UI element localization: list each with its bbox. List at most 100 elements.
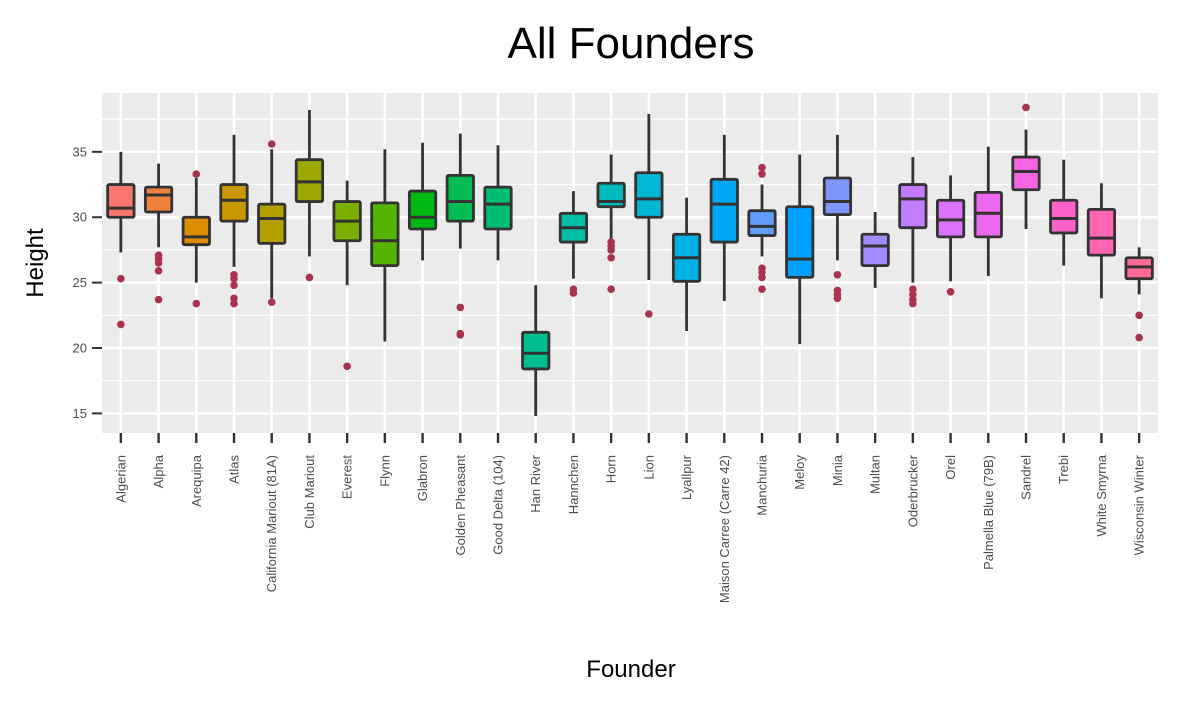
outlier-point — [758, 285, 766, 293]
box-group — [1124, 247, 1154, 342]
x-axis: Algerian Alpha Arequipa Atlas California Mar… — [113, 433, 1147, 603]
box — [747, 209, 777, 237]
box-group — [407, 142, 438, 261]
x-tick-label: Maison Carree (Carre 42) — [717, 455, 732, 603]
x-tick-label: Palmella Blue (79B) — [981, 455, 996, 570]
box — [709, 177, 739, 244]
y-tick-label: 20 — [73, 341, 87, 356]
box-group — [370, 149, 400, 342]
plot-panel — [102, 93, 1158, 433]
outlier-point — [645, 310, 653, 318]
box — [1049, 198, 1079, 235]
outlier-point — [230, 281, 238, 290]
x-tick-label: California Mariout (81A) — [264, 455, 279, 592]
outlier-point — [343, 362, 351, 371]
x-tick-label: Manchuria — [755, 454, 770, 515]
outlier-point — [192, 170, 201, 178]
y-axis-title: Height — [22, 228, 49, 298]
outlier-point — [267, 140, 276, 148]
x-tick-label: Everest — [340, 455, 355, 499]
x-tick-label: Glabron — [415, 455, 430, 501]
box — [483, 185, 513, 231]
outlier-point — [154, 295, 163, 304]
x-tick-label: Flynn — [377, 455, 392, 487]
box-group — [1049, 159, 1079, 266]
outlier-point — [607, 285, 615, 293]
outlier-point — [758, 170, 766, 178]
outlier-point — [909, 285, 917, 293]
box-group — [747, 163, 777, 293]
y-tick-label: 25 — [73, 275, 87, 290]
box-group — [860, 212, 890, 288]
outlier-point — [909, 299, 917, 308]
x-tick-label: White Smyrna — [1094, 454, 1109, 536]
outlier-point — [758, 268, 766, 276]
outlier-point — [1022, 103, 1030, 112]
box — [257, 202, 287, 245]
y-tick-label: 15 — [73, 406, 87, 421]
x-tick-label: Meloy — [792, 455, 807, 490]
outlier-point — [230, 274, 238, 283]
x-tick-label: Club Mariout — [302, 455, 317, 529]
outlier-point — [607, 246, 615, 254]
x-tick-label: Good Delta (104) — [491, 455, 506, 555]
outlier-point — [305, 273, 314, 282]
x-tick-label: Algerian — [113, 455, 128, 503]
box-group — [294, 110, 325, 282]
box-group — [935, 175, 966, 296]
box — [181, 215, 211, 247]
outlier-point — [117, 320, 125, 329]
box-group — [785, 154, 815, 345]
outlier-point — [230, 294, 238, 303]
minor-grid — [102, 118, 1158, 382]
box-group — [106, 151, 136, 329]
box — [822, 176, 853, 217]
x-tick-label: Golden Pheasant — [453, 455, 468, 556]
box-group — [332, 180, 362, 371]
box-group — [483, 145, 513, 261]
x-tick-label: Orel — [943, 455, 958, 480]
box-group — [558, 191, 589, 297]
y-tick-label: 30 — [73, 210, 87, 225]
box — [143, 185, 174, 214]
box-group — [973, 146, 1003, 277]
x-tick-label: Oderbrucker — [905, 454, 920, 527]
x-tick-label: Lion — [641, 455, 656, 480]
box — [407, 189, 438, 231]
box-group — [181, 170, 211, 308]
boxes-layer — [106, 103, 1154, 416]
box — [106, 183, 136, 219]
y-tick-label: 35 — [73, 144, 87, 159]
box — [521, 330, 551, 371]
x-tick-label: Trebi — [1056, 455, 1071, 484]
box — [370, 201, 400, 268]
box-group — [1086, 183, 1117, 299]
x-axis-title: Founder — [586, 656, 675, 683]
box-group — [596, 154, 626, 293]
box-group — [445, 133, 475, 339]
x-tick-label: Atlas — [227, 455, 242, 484]
box — [445, 173, 475, 223]
box — [1011, 155, 1041, 192]
box — [596, 181, 626, 209]
outlier-point — [833, 294, 842, 303]
x-tick-label: Alpha — [151, 454, 166, 488]
outlier-point — [1135, 333, 1143, 342]
outlier-point — [909, 290, 917, 299]
box-group — [521, 285, 551, 416]
box — [219, 183, 249, 223]
box-group — [143, 163, 174, 304]
outlier-point — [267, 298, 276, 307]
outlier-point — [230, 299, 238, 308]
x-tick-label: Arequipa — [189, 454, 204, 507]
box-group — [634, 113, 664, 318]
outlier-point — [456, 331, 465, 339]
outlier-point — [117, 274, 125, 283]
box-group — [257, 140, 287, 307]
box — [785, 205, 815, 279]
x-tick-label: Sandrel — [1019, 455, 1034, 500]
outlier-point — [192, 299, 201, 308]
x-tick-label: Wisconsin Winter — [1132, 454, 1147, 555]
outlier-point — [154, 259, 163, 267]
